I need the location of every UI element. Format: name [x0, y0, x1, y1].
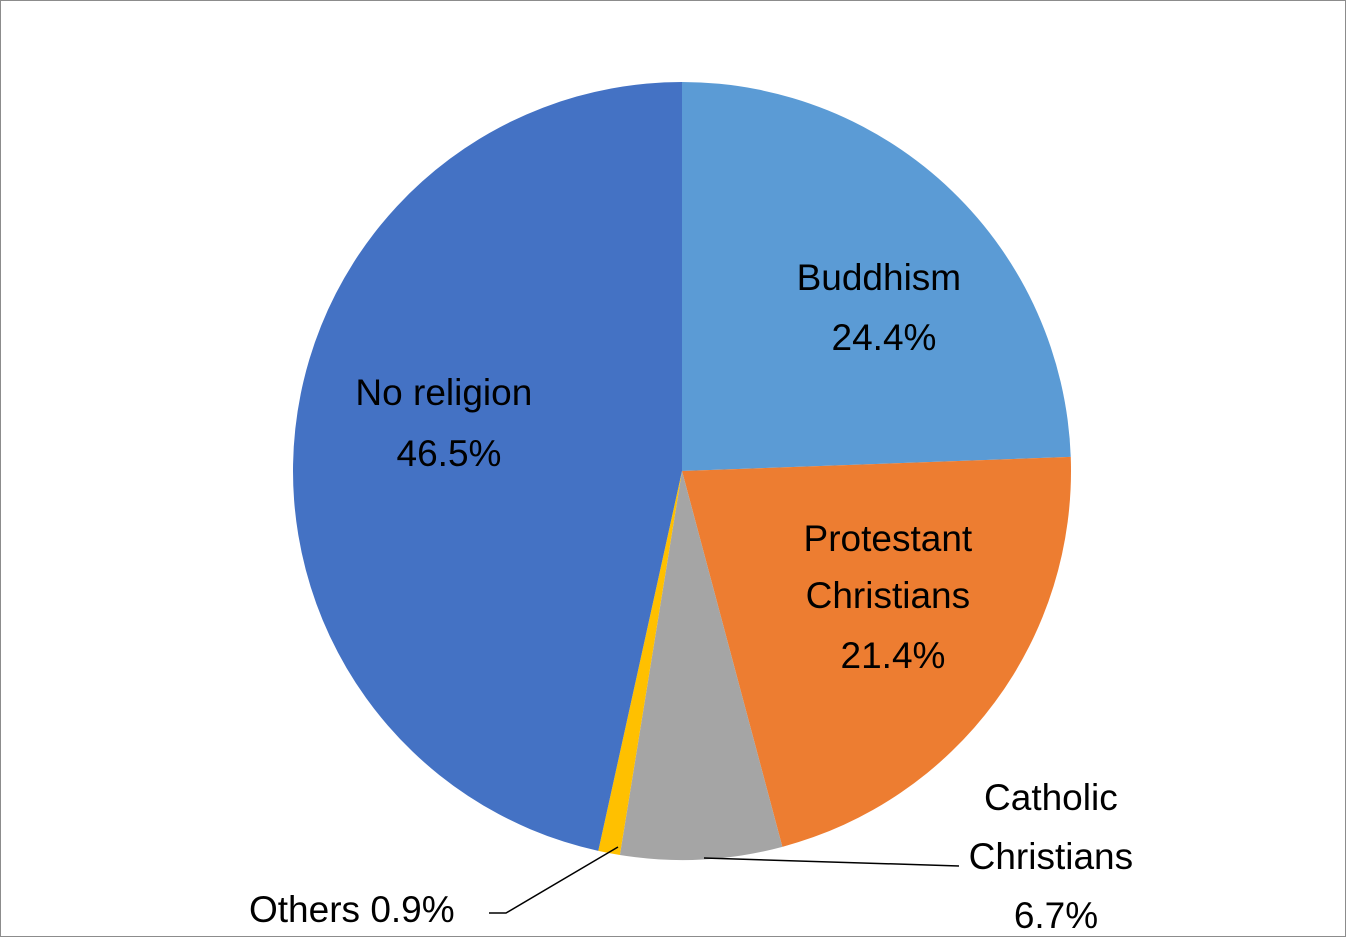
protestant-label-value: 21.4%: [841, 635, 946, 676]
pie-slice-no-religion: [293, 82, 682, 851]
no-religion-label: No religion 46.5%: [355, 372, 542, 474]
catholic-label: Catholic Christians 6.7%: [969, 777, 1144, 936]
others-label: Others 0.9%: [249, 889, 455, 930]
pie-slice-buddhism: [682, 82, 1071, 471]
pie-slice-protestant-christians: [682, 456, 1071, 847]
buddhism-label: Buddhism 24.4%: [797, 257, 972, 358]
buddhism-label-value: 24.4%: [832, 317, 937, 358]
protestant-label: Protestant Christians 21.4%: [804, 518, 983, 676]
pie-slices: [293, 82, 1071, 860]
buddhism-label-name: Buddhism: [797, 257, 962, 298]
catholic-label-value: 6.7%: [1014, 895, 1098, 936]
others-label-text: Others 0.9%: [249, 889, 455, 930]
no-religion-label-name: No religion: [355, 372, 532, 413]
others-leader-line: [489, 846, 619, 914]
catholic-label-line2: Christians: [969, 836, 1134, 877]
catholic-leader-line: [703, 857, 960, 867]
catholic-label-line1: Catholic: [984, 777, 1118, 818]
protestant-label-line2: Christians: [806, 575, 971, 616]
pie-slice-catholic-christians: [619, 471, 783, 860]
protestant-label-line1: Protestant: [804, 518, 973, 559]
pie-slice-others: [598, 471, 682, 856]
no-religion-label-value: 46.5%: [397, 433, 502, 474]
